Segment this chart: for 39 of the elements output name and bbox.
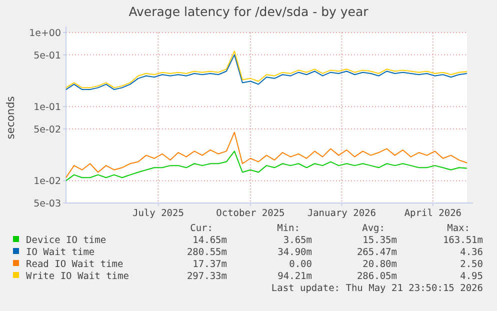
legend-label: IO Wait time [26, 247, 95, 258]
text: 2.50 [460, 259, 484, 270]
text: Cur: [190, 223, 213, 234]
text: 4.36 [460, 247, 484, 258]
legend-label: Read IO Wait time [26, 259, 124, 270]
text: 286.05m [356, 271, 398, 282]
y-tick-label: 1e-02 [34, 176, 61, 188]
y-tick-label: 1e-01 [34, 102, 61, 114]
x-tick-label: July 2025 [132, 208, 184, 219]
text: 163.51m [442, 235, 484, 246]
text: 94.21m [278, 271, 312, 282]
y-axis-title: seconds [5, 96, 17, 140]
x-tick-label: January 2026 [307, 208, 376, 219]
y-tick-label: 1e+00 [29, 28, 61, 39]
text: 0.00 [289, 259, 312, 270]
y-tick-label: 5e-02 [34, 124, 61, 136]
y-tick-label: 5e-03 [34, 198, 61, 210]
text: 34.90m [278, 247, 312, 258]
x-tick-label: October 2025 [216, 208, 285, 219]
legend-label: Write IO Wait time [26, 271, 130, 282]
text: Max: [447, 223, 470, 234]
text: 3.65m [283, 235, 312, 246]
text: Min: [277, 223, 300, 234]
y-tick-label: 5e-01 [34, 50, 61, 62]
text: 17.37m [192, 259, 228, 270]
text: 297.33m [186, 271, 228, 282]
line-series [66, 132, 468, 178]
text: Last update: Thu May 21 23:50:15 2026 [271, 283, 484, 294]
text: 265.47m [356, 247, 398, 258]
text: Avg: [362, 223, 385, 234]
x-tick-label: April 2026 [404, 208, 462, 219]
text: 4.95 [460, 271, 483, 282]
chart-title: Average latency for /dev/sda - by year [128, 4, 370, 19]
text: 280.55m [186, 247, 228, 258]
text: 14.65m [192, 235, 228, 246]
legend-label: Device IO time [26, 235, 106, 246]
line-series [66, 150, 468, 182]
text: 20.80m [362, 259, 398, 270]
text: 15.35m [362, 235, 398, 246]
